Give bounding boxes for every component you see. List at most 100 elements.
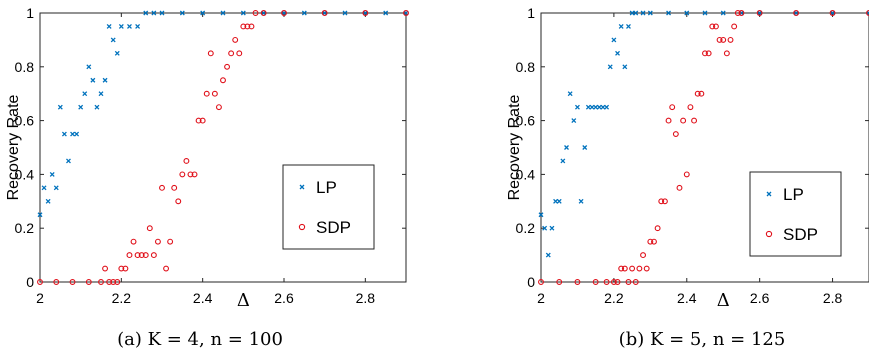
legend-box xyxy=(749,171,842,257)
data-point-sdp xyxy=(643,265,650,272)
data-point-sdp xyxy=(224,63,231,70)
data-point-sdp xyxy=(676,184,683,191)
data-point-lp xyxy=(200,10,206,16)
y-tick-label: 1 xyxy=(527,5,535,21)
data-point-lp xyxy=(830,10,836,16)
data-point-sdp xyxy=(705,50,712,57)
data-point-sdp xyxy=(244,23,251,30)
data-point-lp xyxy=(82,91,88,97)
data-point-lp xyxy=(362,10,368,16)
data-point-lp xyxy=(607,64,613,70)
x-tick-label: 2.2 xyxy=(112,290,132,306)
data-point-lp xyxy=(86,64,92,70)
data-point-lp xyxy=(538,212,544,218)
data-point-lp xyxy=(553,198,559,204)
legend: LP SDP xyxy=(282,164,375,250)
data-point-lp xyxy=(66,158,71,164)
data-point-sdp xyxy=(621,265,628,272)
data-point-lp xyxy=(593,104,599,110)
data-point-sdp xyxy=(702,50,708,57)
data-point-sdp xyxy=(199,117,206,124)
data-point-lp xyxy=(342,10,348,16)
data-point-lp xyxy=(647,10,653,16)
data-point-sdp xyxy=(687,104,694,111)
data-point-sdp xyxy=(183,158,190,164)
x-tick-label: 2.4 xyxy=(677,290,697,306)
data-point-lp xyxy=(118,23,124,29)
data-point-sdp xyxy=(85,279,92,285)
data-point-sdp xyxy=(694,90,701,97)
legend-box xyxy=(282,164,375,250)
data-point-sdp xyxy=(122,265,129,272)
legend-label-lp: LP xyxy=(783,185,804,204)
data-point-sdp xyxy=(207,50,214,57)
data-point-sdp xyxy=(150,252,157,259)
legend-marker-lp xyxy=(299,184,305,190)
data-point-sdp xyxy=(829,10,836,16)
data-point-lp xyxy=(542,225,548,231)
data-point-sdp xyxy=(281,10,287,16)
series-lp xyxy=(538,10,869,258)
data-point-sdp xyxy=(252,10,259,16)
y-tick-label: 0 xyxy=(26,274,34,290)
legend-label-sdp: SDP xyxy=(783,225,818,244)
data-point-sdp xyxy=(632,279,639,285)
data-point-lp xyxy=(53,185,59,191)
data-point-lp xyxy=(618,23,624,29)
data-point-sdp xyxy=(556,279,563,285)
y-axis-label: Recovery Rate xyxy=(5,94,22,200)
data-point-sdp xyxy=(134,252,141,259)
data-point-sdp xyxy=(403,10,409,16)
y-tick-label: 1 xyxy=(26,5,34,21)
y-tick-label: 0.4 xyxy=(15,166,35,182)
data-point-sdp xyxy=(321,10,328,16)
data-point-lp xyxy=(611,37,617,43)
data-point-sdp xyxy=(727,36,734,43)
y-tick-label: 0.2 xyxy=(516,220,536,236)
data-point-sdp xyxy=(603,279,610,285)
data-point-sdp xyxy=(654,225,661,232)
data-point-sdp xyxy=(69,279,76,285)
x-tick-label: 2.2 xyxy=(604,290,624,306)
data-point-lp xyxy=(556,198,562,204)
data-point-sdp xyxy=(37,279,43,285)
data-point-lp xyxy=(793,10,799,16)
series-lp xyxy=(37,10,409,218)
y-tick-label: 0.4 xyxy=(516,166,536,182)
data-point-sdp xyxy=(716,36,723,43)
data-point-lp xyxy=(135,23,141,29)
data-point-sdp xyxy=(215,104,222,111)
x-axis-label: Δ xyxy=(717,290,730,311)
data-point-lp xyxy=(549,225,555,231)
data-point-lp xyxy=(281,10,287,16)
data-point-lp xyxy=(261,10,267,16)
data-point-sdp xyxy=(669,104,676,111)
data-point-lp xyxy=(633,10,639,16)
data-point-sdp xyxy=(362,10,369,16)
data-point-sdp xyxy=(110,279,117,285)
data-point-sdp xyxy=(636,265,643,272)
data-point-sdp xyxy=(240,23,247,30)
data-point-sdp xyxy=(130,238,137,245)
data-point-lp xyxy=(94,104,100,110)
data-point-sdp xyxy=(203,90,210,97)
data-point-lp xyxy=(49,171,55,177)
data-point-sdp xyxy=(651,238,657,245)
data-point-lp xyxy=(564,145,569,150)
x-tick-label: 2 xyxy=(537,290,545,306)
legend-label-lp: LP xyxy=(316,178,337,197)
data-point-lp xyxy=(151,10,157,16)
data-point-sdp xyxy=(260,10,267,16)
data-point-sdp xyxy=(793,10,800,16)
data-point-lp xyxy=(545,252,551,258)
series-sdp xyxy=(538,10,869,285)
data-point-lp xyxy=(578,198,584,204)
data-point-sdp xyxy=(211,90,218,97)
data-point-sdp xyxy=(574,279,581,285)
data-point-sdp xyxy=(658,198,665,205)
y-tick-label: 0.8 xyxy=(516,59,536,75)
data-point-lp xyxy=(629,10,635,16)
data-point-sdp xyxy=(680,117,687,124)
data-point-sdp xyxy=(53,279,60,285)
data-point-sdp xyxy=(167,238,174,245)
